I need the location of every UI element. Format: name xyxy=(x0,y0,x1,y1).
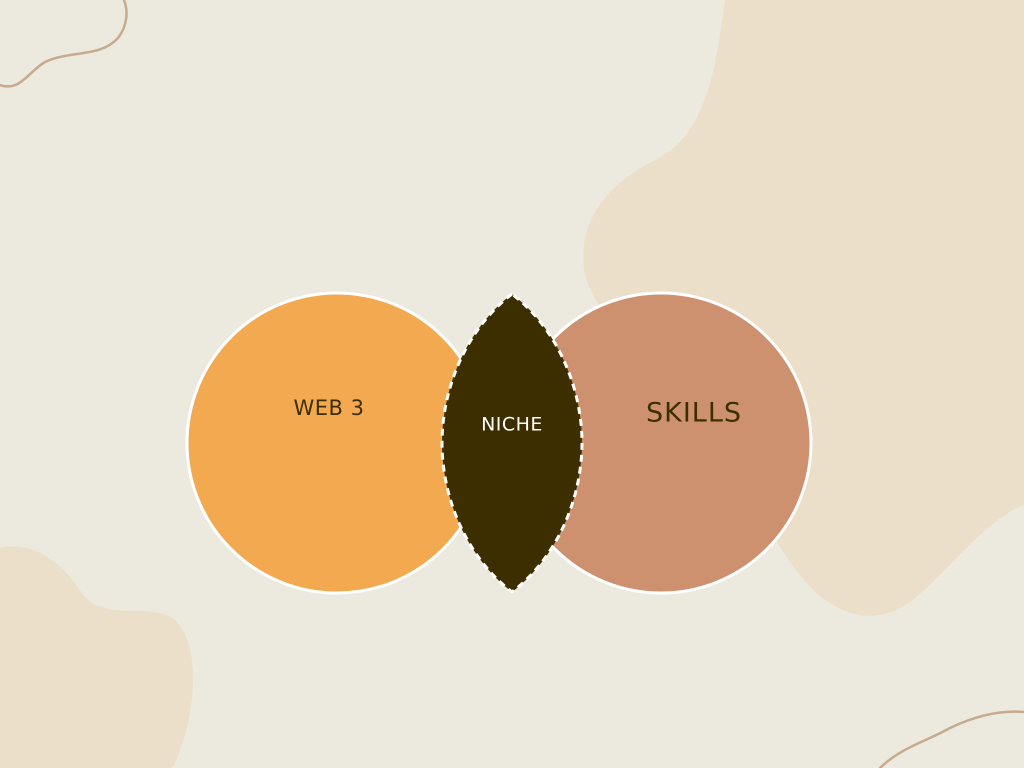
decorative-blob-bottom-left xyxy=(0,546,194,768)
right-circle-label: SKILLS xyxy=(646,398,742,429)
intersection-label: NICHE xyxy=(481,414,543,436)
intersection-lens xyxy=(440,292,584,594)
decorative-blob-top-right xyxy=(583,0,1024,616)
left-circle-label: WEB 3 xyxy=(294,396,365,420)
decorative-line-top-left xyxy=(0,0,128,88)
decorative-line-bottom-right xyxy=(878,710,1024,768)
